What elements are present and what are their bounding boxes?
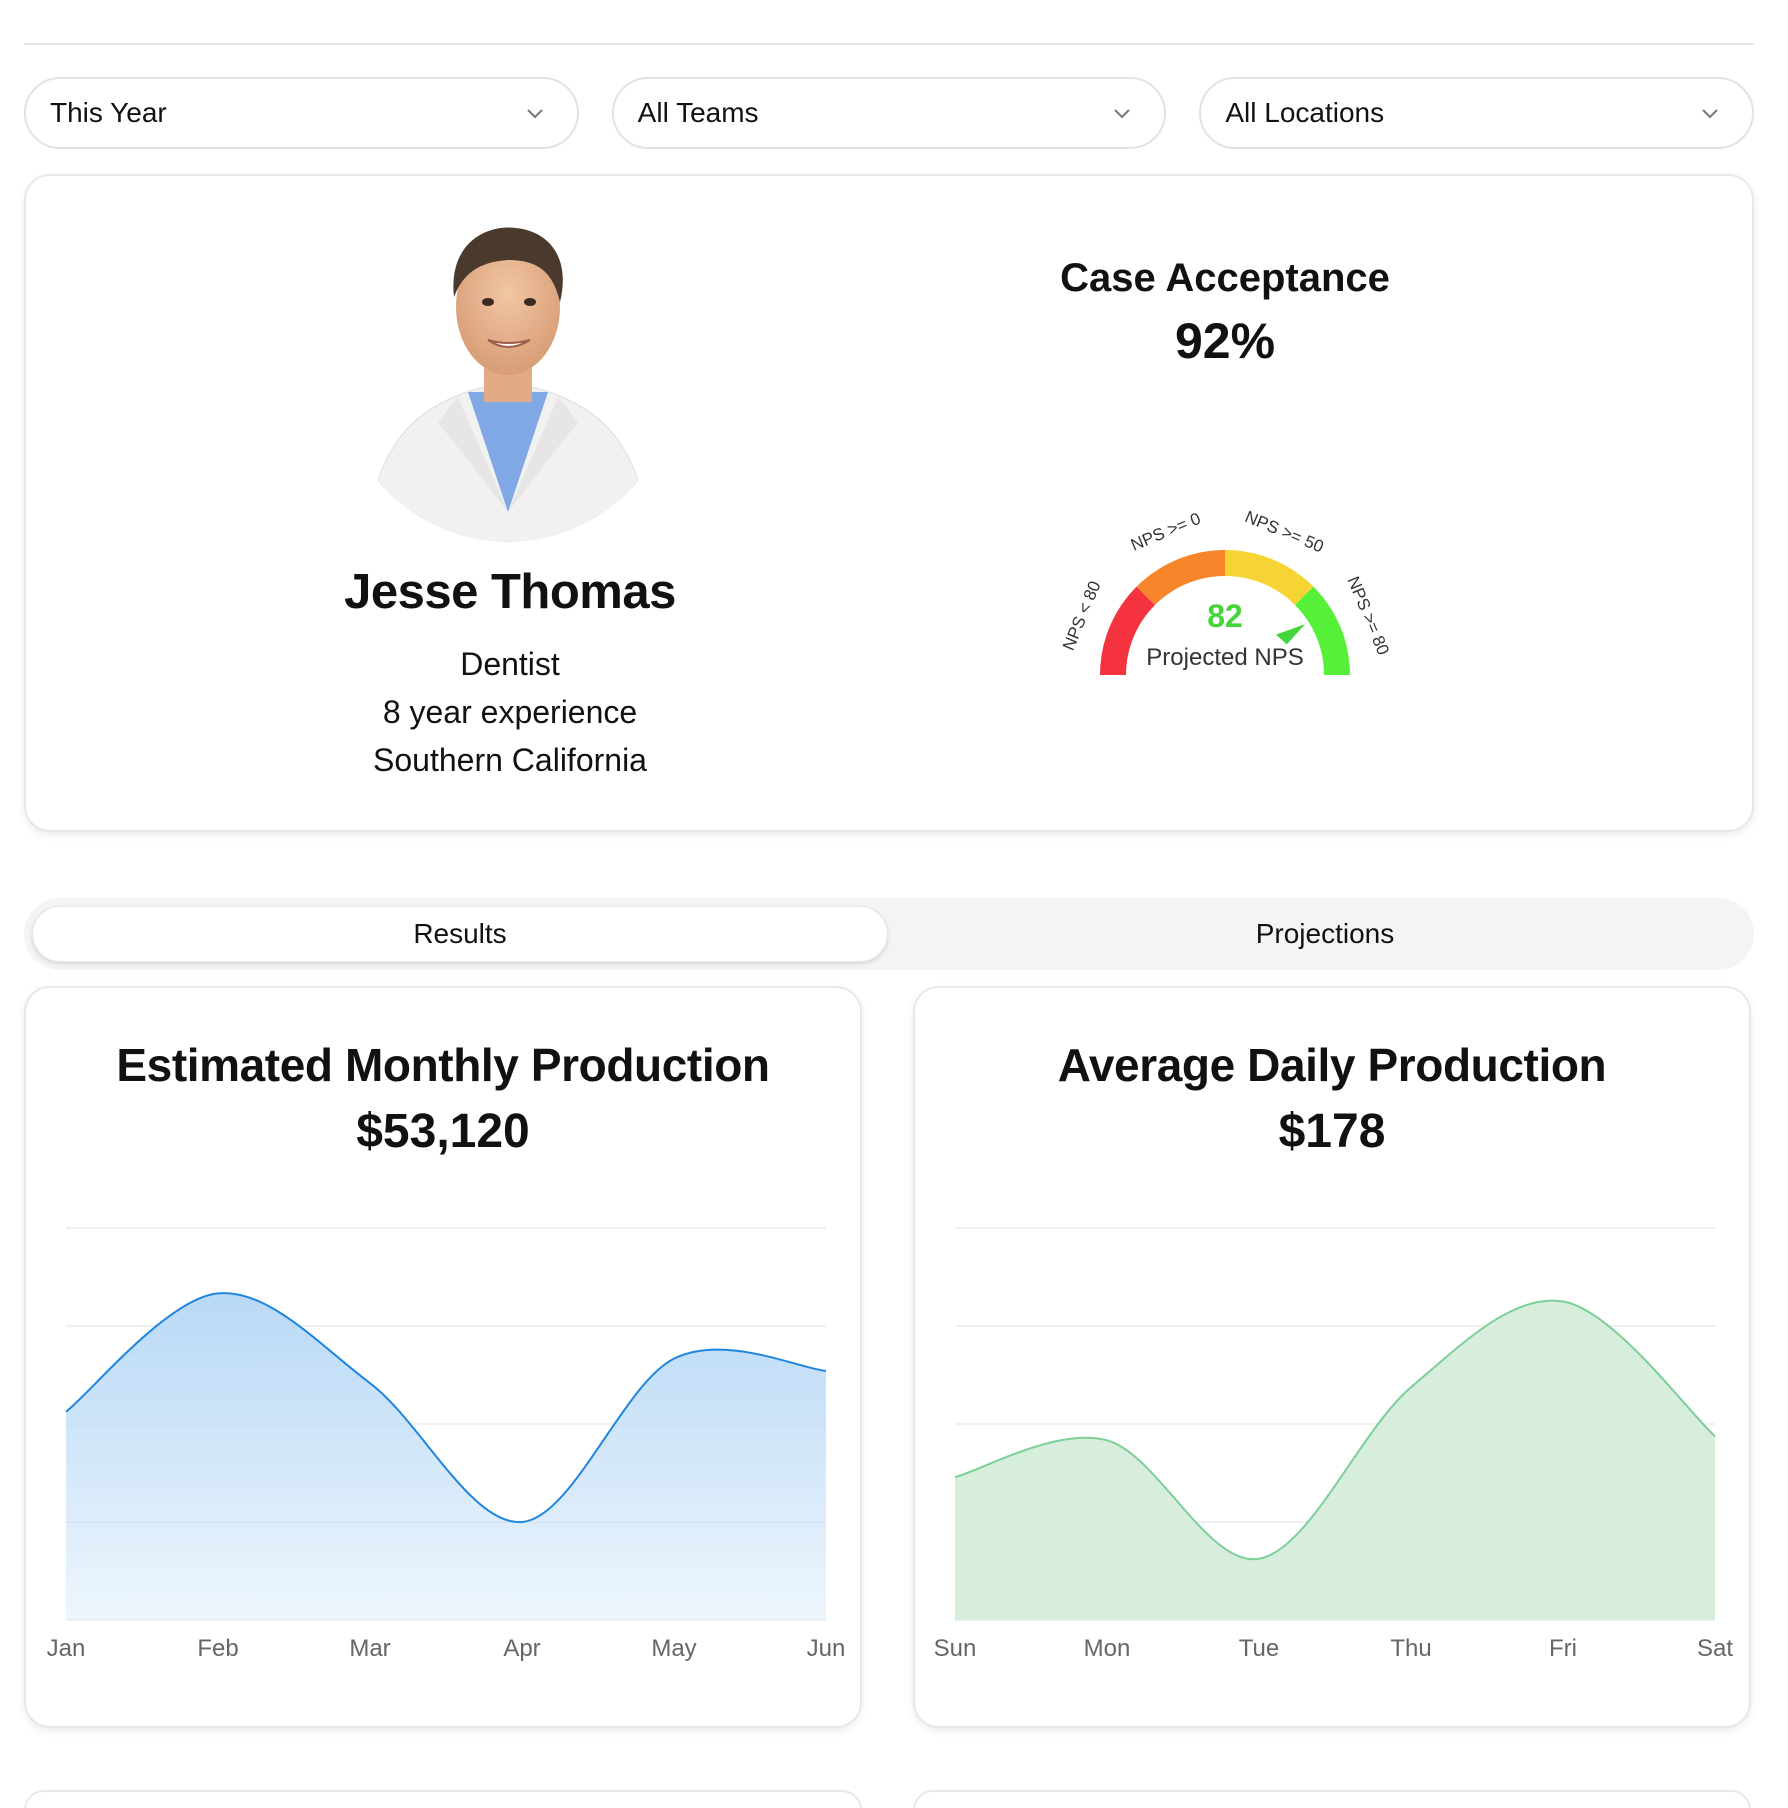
x-tick-label: Feb [197, 1635, 238, 1662]
top-divider [24, 43, 1754, 45]
chart-title: Estimated Monthly Production [116, 1039, 770, 1091]
gauge-segment [1294, 586, 1350, 676]
gauge-segment-label: NPS >= 50 [1242, 507, 1326, 556]
location-select-value: All Locations [1225, 97, 1385, 128]
x-tick-label: Thu [1390, 1635, 1431, 1662]
doctor-experience: 8 year experience [382, 694, 638, 730]
period-select[interactable]: This Year [24, 77, 579, 149]
series-line [65, 1292, 827, 1524]
x-tick-label: Sun [934, 1635, 977, 1662]
x-tick-label: Jun [807, 1635, 846, 1662]
filter-bar: This Year All Teams All Locations [24, 77, 1755, 149]
gauge-value: 82 [1207, 598, 1243, 634]
x-tick-label: Tue [1239, 1635, 1279, 1662]
chevron-down-icon [1114, 109, 1131, 119]
nps-gauge: NPS < 80 NPS >= 0 NPS >= 50 NPS >= 80 82 Proj… [1059, 507, 1393, 676]
x-tick-label: Sat [1697, 1635, 1733, 1662]
x-tick-label: Mar [349, 1635, 390, 1662]
area-fill [66, 1293, 826, 1620]
gauge-segment-label: NPS >= 0 [1128, 509, 1203, 555]
next-card-stub [913, 1790, 1751, 1808]
tab-projections[interactable]: Projections [1255, 918, 1395, 949]
chart-value: $53,120 [356, 1105, 530, 1158]
location-select[interactable]: All Locations [1199, 77, 1755, 149]
daily-production-card: Sun Mon Tue Thu Fri Sat Average Daily Product… [913, 986, 1751, 1728]
gauge-segment [1136, 550, 1226, 606]
x-tick-label: Fri [1549, 1635, 1577, 1662]
team-select-value: All Teams [637, 97, 759, 128]
gauge-segment [1224, 550, 1314, 606]
team-select[interactable]: All Teams [611, 77, 1167, 149]
view-tabs: Results Projections [24, 898, 1754, 970]
doctor-role: Dentist [460, 646, 560, 682]
chart-title: Average Daily Production [1057, 1039, 1607, 1091]
monthly-production-chart: Jan Feb Mar Apr May Jun [47, 1227, 846, 1662]
gauge-segment-label: NPS >= 80 [1344, 574, 1393, 658]
profile-card [24, 174, 1754, 832]
kpi-title: Case Acceptance [1060, 256, 1390, 300]
next-card-stub [24, 1790, 862, 1808]
chevron-down-icon [526, 109, 543, 119]
x-tick-label: Mon [1084, 1635, 1131, 1662]
daily-production-chart: Sun Mon Tue Thu Fri Sat [934, 1227, 1733, 1662]
period-select-value: This Year [50, 97, 167, 128]
chart-value: $178 [1278, 1105, 1386, 1158]
doctor-name: Jesse Thomas [344, 565, 676, 619]
gauge-pointer [1275, 624, 1306, 645]
x-tick-label: Jan [47, 1635, 86, 1662]
gauge-segment-label: NPS < 80 [1059, 578, 1105, 653]
avatar [367, 227, 649, 542]
series-line [954, 1299, 1716, 1561]
gauge-segment [1100, 586, 1156, 676]
tab-results[interactable]: Results [32, 906, 888, 962]
monthly-production-card: Jan Feb Mar Apr May Jun Estimated Monthly Pro… [24, 986, 862, 1728]
x-tick-label: Apr [503, 1635, 540, 1662]
kpi-value: 92% [1174, 313, 1276, 369]
area-fill [955, 1300, 1715, 1620]
x-tick-label: May [651, 1635, 696, 1662]
doctor-location: Southern California [373, 742, 647, 778]
chevron-down-icon [1702, 109, 1718, 119]
gauge-caption: Projected NPS [1146, 644, 1303, 671]
